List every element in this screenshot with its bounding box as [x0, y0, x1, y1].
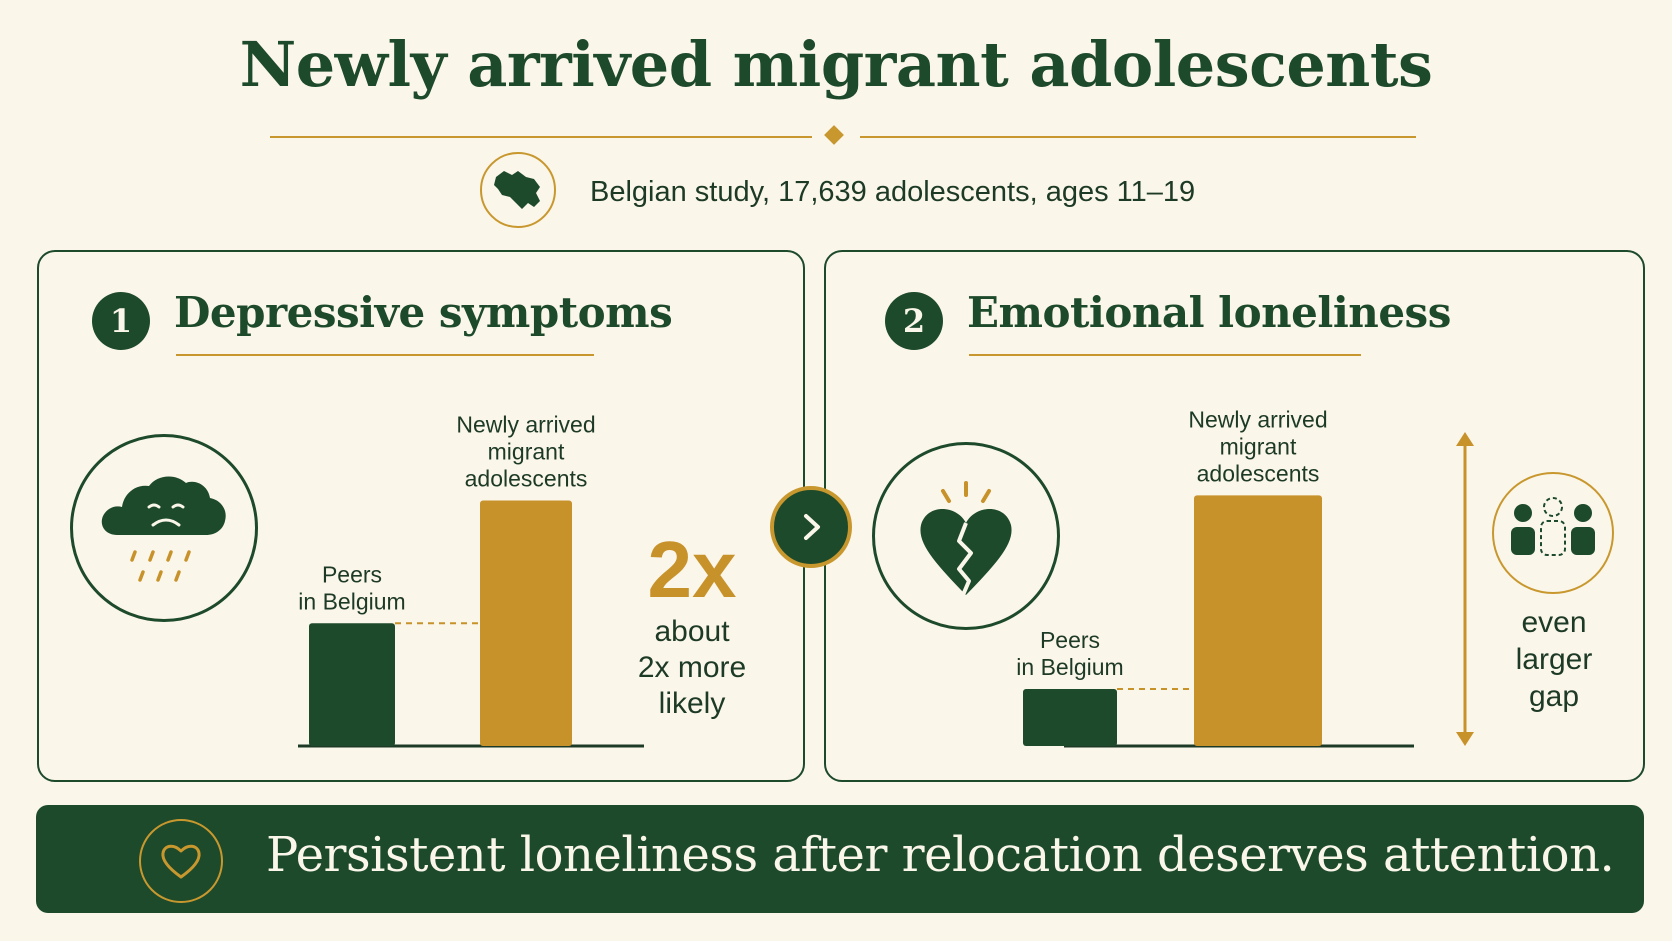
- bar-category-label: in Belgium: [1016, 654, 1123, 680]
- conclusion-banner: Persistent loneliness after relocation d…: [36, 805, 1644, 913]
- bar-category-label: Newly arrived: [1188, 406, 1327, 432]
- bar-newly-arrived-migrant-adolescents: [1194, 495, 1322, 746]
- callout-about-2x-more-likely: about 2x more likely: [612, 614, 772, 722]
- gap-arrow: [1456, 432, 1474, 746]
- study-subtitle: Belgian study, 17,639 adolescents, ages …: [590, 176, 1196, 208]
- callout-line: larger: [1515, 643, 1593, 676]
- next-arrow-button[interactable]: [770, 486, 852, 568]
- panel-title: Emotional loneliness: [967, 288, 1451, 337]
- belgium-map-icon: [480, 152, 556, 228]
- panel-number-badge: 1: [92, 292, 150, 350]
- bar-category-label: adolescents: [465, 466, 588, 492]
- page-title: Newly arrived migrant adolescents: [239, 28, 1433, 101]
- divider-diamond: [824, 125, 844, 145]
- callout-line: 2x more: [637, 651, 747, 684]
- banner-message: Persistent loneliness after relocation d…: [266, 827, 1615, 883]
- bar-category-label: migrant: [488, 439, 565, 465]
- bar-category-label: in Belgium: [298, 588, 405, 614]
- bar-peers-in-belgium: [1023, 689, 1117, 746]
- bar-category-label: adolescents: [1197, 460, 1320, 486]
- people-gap-icon: [1492, 472, 1614, 594]
- bar-peers-in-belgium: [309, 623, 395, 746]
- chevron-right-icon: [804, 514, 820, 540]
- callout-line: likely: [658, 687, 726, 720]
- broken-heart-icon: [872, 442, 1060, 630]
- panel-title-rule: [176, 354, 594, 356]
- title-divider-left: [270, 136, 812, 138]
- bar-category-label: Peers: [322, 561, 382, 587]
- bar-category-label: migrant: [1220, 433, 1297, 459]
- callout-line: even: [1521, 606, 1587, 639]
- panel-title-rule: [969, 354, 1361, 356]
- heart-icon: [139, 819, 223, 903]
- title-divider-right: [860, 136, 1416, 138]
- callout-even-larger-gap: even larger gap: [1480, 604, 1628, 715]
- callout-line: gap: [1528, 680, 1580, 713]
- sad-rain-cloud-icon: [70, 434, 258, 622]
- callout-2x: 2x: [647, 525, 737, 614]
- depressive-symptoms-panel: 1 Depressive symptoms Peers in Belgium New…: [37, 250, 805, 782]
- panel-title: Depressive symptoms: [174, 288, 673, 337]
- bar-newly-arrived-migrant-adolescents: [480, 500, 572, 746]
- bar-category-label: Peers: [1040, 627, 1100, 653]
- bar-category-label: Newly arrived: [456, 412, 595, 438]
- panel-number-badge: 2: [885, 292, 943, 350]
- callout-line: about: [654, 615, 730, 648]
